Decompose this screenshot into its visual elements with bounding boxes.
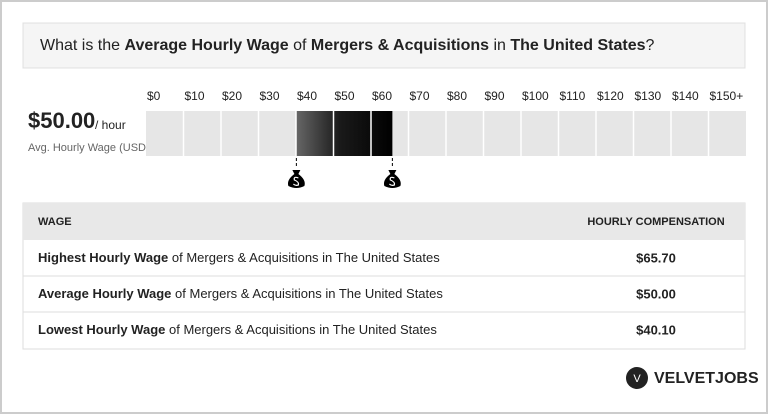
x-tick-label: $140: [672, 89, 699, 103]
title-part: Mergers & Acquisitions: [311, 37, 489, 54]
money-bag: [287, 170, 305, 188]
x-tick-label: $30: [260, 89, 280, 103]
chart-title: What is the Average Hourly Wage of Merge…: [40, 37, 655, 54]
title-part: ?: [646, 37, 655, 54]
headline-value: $50.00: [28, 108, 95, 133]
x-tick-label: $100: [522, 89, 549, 103]
x-tick-label: $120: [597, 89, 624, 103]
wage-range: [296, 111, 393, 156]
x-tick-label: $0: [147, 89, 161, 103]
row-label: Highest Hourly Wage of Mergers & Acquisi…: [38, 250, 440, 265]
table-header: [23, 203, 745, 240]
row-value: $65.70: [636, 250, 676, 265]
title-part: What is the: [40, 37, 124, 54]
row-label-strong: Lowest Hourly Wage: [38, 322, 165, 337]
x-tick-label: $110: [560, 89, 586, 103]
money-bag: [383, 170, 401, 188]
row-label-rest: of Mergers & Acquisitions in The United …: [168, 250, 440, 265]
title-part: in: [489, 37, 510, 54]
row-label: Lowest Hourly Wage of Mergers & Acquisit…: [38, 322, 437, 337]
logo-letter: V: [633, 373, 641, 385]
headline-unit: / hour: [95, 118, 126, 132]
headline-caption: Avg. Hourly Wage (USD): [28, 142, 150, 154]
money-bag-sign: [388, 176, 396, 186]
row-label-strong: Average Hourly Wage: [38, 286, 171, 301]
logo-mark: [626, 367, 648, 389]
title-part: Average Hourly Wage: [124, 37, 288, 54]
row-value: $50.00: [636, 286, 676, 301]
row-label: Average Hourly Wage of Mergers & Acquisi…: [38, 286, 443, 301]
table-head-cell: WAGE: [38, 216, 72, 228]
row-label-rest: of Mergers & Acquisitions in The United …: [171, 286, 443, 301]
title-part: of: [289, 37, 311, 54]
x-tick-label: $80: [447, 89, 467, 103]
x-tick-label: $60: [372, 89, 392, 103]
row-label-rest: of Mergers & Acquisitions in The United …: [165, 322, 437, 337]
x-tick-label: $70: [410, 89, 430, 103]
logo-name: VELVETJOBS: [654, 370, 759, 387]
x-tick-label: $10: [185, 89, 205, 103]
table-head-cell: HOURLY COMPENSATION: [587, 216, 724, 228]
money-bag-sign: [292, 176, 300, 186]
x-tick-label: $150+: [710, 89, 744, 103]
row-label-strong: Highest Hourly Wage: [38, 250, 168, 265]
x-tick-label: $50: [335, 89, 355, 103]
x-tick-label: $90: [485, 89, 505, 103]
title-part: The United States: [510, 37, 645, 54]
x-tick-label: $130: [635, 89, 662, 103]
row-value: $40.10: [636, 322, 676, 337]
x-tick-label: $20: [222, 89, 242, 103]
title-box: [22, 22, 746, 69]
x-tick-label: $40: [297, 89, 317, 103]
